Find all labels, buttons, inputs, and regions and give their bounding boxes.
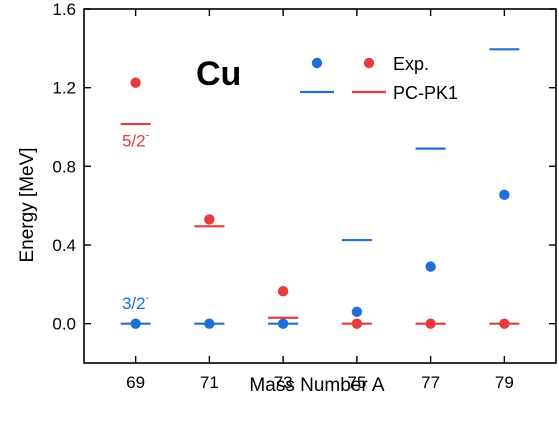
- state-label-red: 5/2-: [122, 130, 150, 151]
- state-label-sup: -: [146, 130, 150, 142]
- exp-point-blue: [277, 318, 289, 329]
- x-tick-label: 75: [347, 373, 366, 392]
- y-tick-label: 1.2: [52, 79, 76, 98]
- x-tick-label: 73: [274, 373, 293, 392]
- y-tick-label: 0.0: [52, 315, 76, 334]
- exp-point-blue: [499, 189, 510, 201]
- x-tick-label: 79: [495, 373, 514, 392]
- legend-theory-label: PC-PK1: [393, 83, 458, 103]
- exp-point-blue: [130, 318, 141, 329]
- exp-point-red: [130, 77, 141, 88]
- exp-point-red: [204, 214, 215, 225]
- exp-point-blue: [425, 261, 436, 272]
- plot-frame: [83, 8, 557, 364]
- legend-exp-label: Exp.: [393, 54, 429, 74]
- y-axis-title: Energy [MeV]: [17, 147, 38, 262]
- chart-marks: 5/2-3/2-: [120, 48, 520, 329]
- x-tick-label: 77: [421, 373, 440, 392]
- exp-point-red: [499, 318, 510, 329]
- y-tick-label: 1.6: [52, 0, 76, 19]
- y-tick-label: 0.8: [52, 157, 76, 176]
- y-tick-label: 0.4: [52, 236, 76, 255]
- legend-exp-marker-red: [363, 57, 375, 69]
- exp-point-red: [277, 286, 289, 297]
- exp-point-blue: [351, 306, 363, 318]
- x-tick-label: 69: [126, 373, 145, 392]
- x-tick-label: 71: [200, 373, 219, 392]
- state-label-base: 5/2: [122, 132, 146, 151]
- exp-point-red: [351, 318, 363, 329]
- element-label: Cu: [196, 55, 241, 93]
- state-label-blue: 3/2-: [122, 292, 150, 313]
- legend: Exp. PC-PK1: [300, 54, 458, 103]
- axes: 69 71 73 75 77 79 0.0 0.4 0.8 1.2 1.6: [52, 0, 557, 392]
- exp-point-blue: [204, 318, 215, 329]
- state-label-sup: -: [146, 292, 150, 304]
- exp-point-red: [425, 318, 436, 329]
- x-axis-title: Mass Number A: [249, 375, 384, 396]
- legend-exp-marker-blue: [311, 57, 323, 69]
- state-label-base: 3/2: [122, 294, 146, 313]
